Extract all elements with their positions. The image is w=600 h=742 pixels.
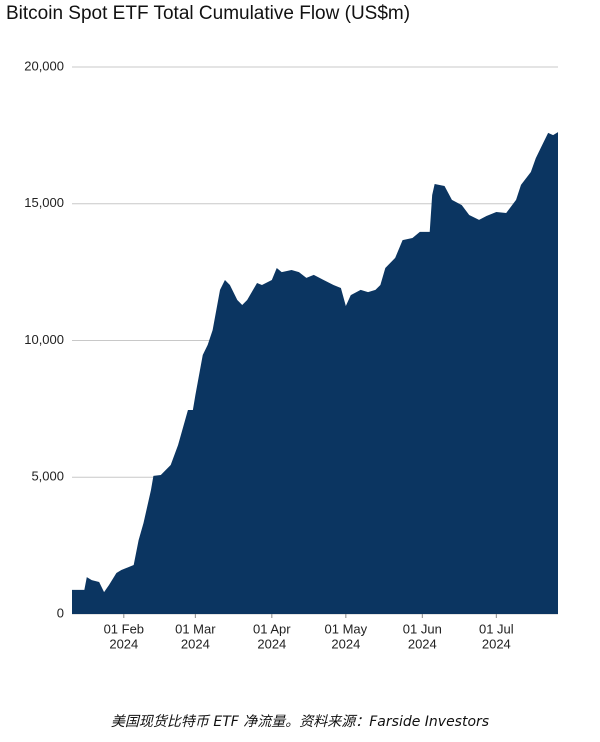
x-tick-label: 2024: [408, 636, 437, 651]
x-tick-label: 01 Jul: [479, 621, 514, 636]
chart-title: Bitcoin Spot ETF Total Cumulative Flow (…: [6, 3, 410, 24]
x-tick-label: 2024: [331, 636, 360, 651]
x-tick-label: 2024: [181, 636, 210, 651]
x-tick-label: 01 Jun: [403, 621, 442, 636]
x-tick-label: 01 Feb: [104, 621, 144, 636]
area: [72, 132, 558, 614]
y-tick-label: 0: [57, 605, 64, 620]
x-tick-label: 2024: [482, 636, 511, 651]
x-tick-label: 01 Mar: [175, 621, 216, 636]
y-tick-label: 5,000: [31, 469, 64, 484]
caption: 美国现货比特币 ETF 净流量。资料来源：Farside Investors: [111, 714, 489, 730]
x-tick-label: 01 Apr: [253, 621, 291, 636]
y-tick-label: 10,000: [24, 332, 64, 347]
y-tick-label: 20,000: [24, 58, 64, 73]
y-tick-label: 15,000: [24, 195, 64, 210]
x-tick-label: 01 May: [325, 621, 368, 636]
x-tick-label: 2024: [257, 636, 286, 651]
x-tick-label: 2024: [109, 636, 138, 651]
